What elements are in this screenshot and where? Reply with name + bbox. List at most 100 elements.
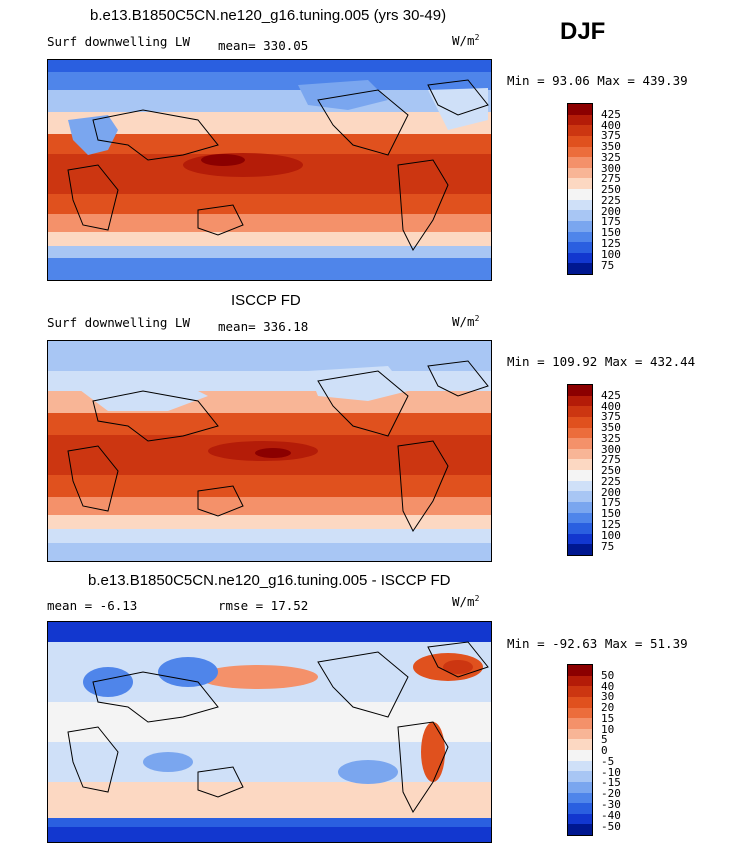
colorbar-tick-label: 425: [601, 108, 621, 121]
colorbar-swatch: [568, 459, 592, 470]
colorbar-swatch: [568, 438, 592, 449]
colorbar-swatch: [568, 728, 592, 740]
colorbar-swatch: [568, 104, 592, 115]
colorbar-swatch: [568, 533, 592, 545]
colorbar-swatch: [568, 803, 592, 814]
colorbar-swatch: [568, 395, 592, 407]
colorbar-tick-label: 30: [601, 690, 615, 703]
colorbar-tick-label: 75: [601, 259, 615, 272]
colorbar-tick-label: 350: [601, 140, 621, 153]
colorbar-swatch: [568, 167, 592, 179]
panel-1-variable-label: Surf downwelling LW: [47, 34, 190, 49]
colorbar-swatch: [568, 718, 592, 729]
colorbar-tick-label: 10: [601, 723, 615, 736]
panel-2-map: [47, 340, 492, 562]
colorbar-swatch: [568, 824, 592, 835]
page-title: b.e13.B1850C5CN.ne120_g16.tuning.005 (yr…: [90, 7, 447, 24]
colorbar-tick-label: 425: [601, 389, 621, 402]
colorbar-tick-label: 325: [601, 432, 621, 445]
colorbar-swatch: [568, 125, 592, 136]
colorbar-tick-label: 175: [601, 215, 621, 228]
colorbar-swatch: [568, 416, 592, 428]
colorbar-tick-label: 275: [601, 172, 621, 185]
colorbar-swatch: [568, 813, 592, 825]
colorbar-swatch: [568, 512, 592, 524]
season-label: DJF: [560, 18, 606, 45]
colorbar-swatch: [568, 686, 592, 697]
colorbar-swatch: [568, 189, 592, 200]
panel-2-range-label: Min = 109.92 Max = 432.44: [507, 354, 696, 369]
panel-3-colorbar: [567, 664, 593, 836]
colorbar-tick-label: 400: [601, 400, 621, 413]
colorbar-tick-label: 325: [601, 151, 621, 164]
colorbar-swatch: [568, 696, 592, 708]
colorbar-tick-label: -10: [601, 766, 621, 779]
colorbar-tick-label: 0: [601, 744, 608, 757]
colorbar-tick-label: 300: [601, 162, 621, 175]
colorbar-tick-label: 175: [601, 496, 621, 509]
colorbar-tick-label: 250: [601, 183, 621, 196]
colorbar-tick-label: 225: [601, 194, 621, 207]
colorbar-swatch: [568, 470, 592, 481]
colorbar-swatch: [568, 739, 592, 750]
colorbar-swatch: [568, 210, 592, 221]
colorbar-tick-label: -30: [601, 798, 621, 811]
panel-2-units-label: W/m2: [452, 314, 480, 330]
colorbar-swatch: [568, 199, 592, 211]
colorbar-tick-label: 400: [601, 119, 621, 132]
colorbar-swatch: [568, 665, 592, 676]
colorbar-tick-label: 40: [601, 680, 615, 693]
colorbar-tick-label: -20: [601, 787, 621, 800]
colorbar-tick-label: 225: [601, 475, 621, 488]
panel-3-rmse-label: rmse = 17.52: [218, 598, 309, 613]
panel-2-variable-label: Surf downwelling LW: [47, 315, 190, 330]
colorbar-tick-label: -15: [601, 776, 621, 789]
colorbar-tick-label: 300: [601, 443, 621, 456]
colorbar-swatch: [568, 135, 592, 147]
colorbar-swatch: [568, 480, 592, 492]
colorbar-swatch: [568, 242, 592, 253]
colorbar-tick-label: 5: [601, 733, 608, 746]
colorbar-swatch: [568, 157, 592, 168]
panel-2-mean-label: mean= 336.18: [218, 319, 309, 334]
colorbar-swatch: [568, 523, 592, 534]
colorbar-tick-label: 150: [601, 507, 621, 520]
colorbar-swatch: [568, 448, 592, 460]
panel-2-title: ISCCP FD: [231, 292, 301, 309]
panel-3-title: b.e13.B1850C5CN.ne120_g16.tuning.005 - I…: [88, 572, 451, 589]
colorbar-tick-label: 150: [601, 226, 621, 239]
colorbar-swatch: [568, 501, 592, 513]
colorbar-tick-label: 100: [601, 248, 621, 261]
colorbar-swatch: [568, 146, 592, 158]
colorbar-swatch: [568, 707, 592, 719]
panel-3-map: [47, 621, 492, 843]
colorbar-swatch: [568, 427, 592, 439]
panel-3-mean-label: mean = -6.13: [47, 598, 138, 613]
colorbar-tick-label: 350: [601, 421, 621, 434]
colorbar-tick-label: 200: [601, 205, 621, 218]
colorbar-tick-label: -50: [601, 820, 621, 833]
panel-1-colorbar: [567, 103, 593, 275]
colorbar-swatch: [568, 491, 592, 502]
colorbar-swatch: [568, 781, 592, 793]
colorbar-swatch: [568, 178, 592, 189]
colorbar-swatch: [568, 771, 592, 782]
panel-1-map: [47, 59, 492, 281]
colorbar-swatch: [568, 114, 592, 126]
panel-1-range-label: Min = 93.06 Max = 439.39: [507, 73, 688, 88]
colorbar-tick-label: 75: [601, 540, 615, 553]
colorbar-tick-label: -5: [601, 755, 615, 768]
colorbar-swatch: [568, 252, 592, 264]
colorbar-tick-label: 100: [601, 529, 621, 542]
colorbar-tick-label: 200: [601, 486, 621, 499]
panel-1-units-label: W/m2: [452, 33, 480, 49]
colorbar-tick-label: 375: [601, 410, 621, 423]
colorbar-swatch: [568, 750, 592, 761]
colorbar-swatch: [568, 406, 592, 417]
colorbar-tick-label: 250: [601, 464, 621, 477]
colorbar-tick-label: 375: [601, 129, 621, 142]
colorbar-tick-label: 50: [601, 669, 615, 682]
colorbar-swatch: [568, 760, 592, 772]
colorbar-tick-label: 20: [601, 701, 615, 714]
colorbar-tick-label: 125: [601, 237, 621, 250]
